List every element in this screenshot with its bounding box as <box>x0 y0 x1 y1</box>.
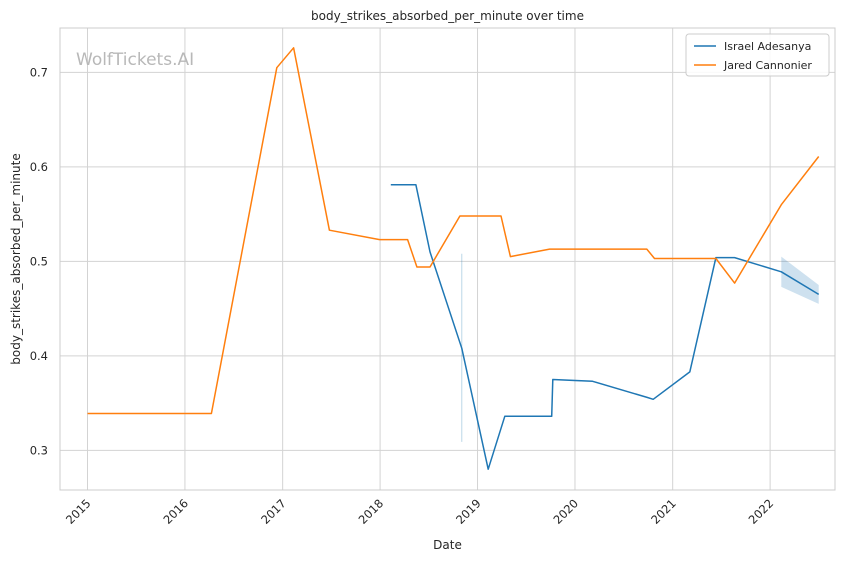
grid <box>60 28 835 490</box>
confidence-band <box>781 256 819 304</box>
y-tick-label: 0.3 <box>30 443 48 457</box>
series-line-0 <box>390 184 820 470</box>
x-tick-label: 2017 <box>258 496 289 527</box>
series-line-1 <box>87 47 820 415</box>
legend-label: Jared Cannonier <box>723 59 812 72</box>
x-tick-label: 2022 <box>746 496 777 527</box>
x-tick-label: 2019 <box>453 496 484 527</box>
y-tick-label: 0.4 <box>30 349 48 363</box>
x-tick-label: 2015 <box>63 496 94 527</box>
y-tick-label: 0.7 <box>30 65 48 79</box>
series-lines <box>87 47 820 470</box>
chart-title: body_strikes_absorbed_per_minute over ti… <box>311 9 584 23</box>
x-axis-title: Date <box>433 538 462 552</box>
x-tick-label: 2020 <box>550 496 581 527</box>
watermark-text: WolfTickets.AI <box>76 50 194 70</box>
y-axis-ticks: 0.3 0.4 0.5 0.6 0.7 <box>30 65 48 457</box>
legend: Israel Adesanya Jared Cannonier <box>685 33 830 77</box>
y-tick-label: 0.6 <box>30 160 48 174</box>
x-tick-label: 2021 <box>648 496 679 527</box>
x-axis-ticks: 2015 2016 2017 2018 2019 2020 2021 2022 <box>63 496 776 527</box>
x-tick-label: 2018 <box>356 496 387 527</box>
plot-area <box>59 27 836 491</box>
confidence-bands <box>461 253 819 442</box>
legend-box <box>685 33 830 77</box>
legend-label: Israel Adesanya <box>724 40 811 53</box>
y-tick-label: 0.5 <box>30 254 48 268</box>
y-axis-title: body_strikes_absorbed_per_minute <box>9 153 23 364</box>
x-tick-label: 2016 <box>160 496 191 527</box>
